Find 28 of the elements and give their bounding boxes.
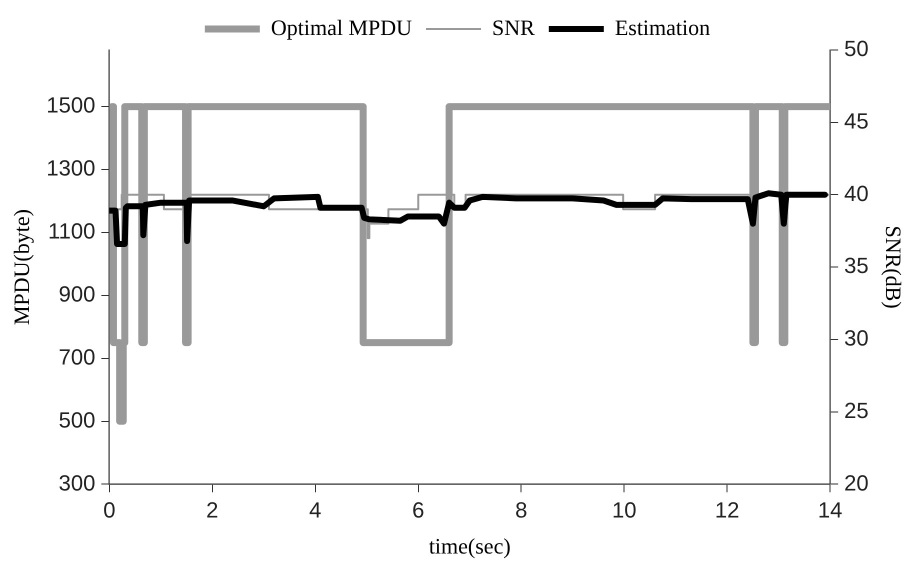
legend-label: SNR <box>492 14 536 40</box>
x-tick-label: 0 <box>103 497 116 522</box>
y-tick-label: 1100 <box>48 218 96 244</box>
y-tick-label: 1300 <box>46 156 96 181</box>
y2-axis-title: SNR(dB) <box>881 226 906 309</box>
y-tick-label: 500 <box>58 407 96 432</box>
y-tick-label: 1500 <box>46 92 96 118</box>
y2-tick-label: 20 <box>844 470 869 496</box>
y2-tick-label: 50 <box>844 36 869 62</box>
y2-tick-label: 25 <box>844 398 869 423</box>
y2-tick-label: 35 <box>844 253 869 278</box>
y2-tick-label: 30 <box>844 326 869 351</box>
x-tick-label: 10 <box>612 497 636 522</box>
y-tick-label: 300 <box>58 470 96 496</box>
x-tick-label: 6 <box>412 497 424 522</box>
x-tick-label: 12 <box>714 497 740 522</box>
x-tick-label: 14 <box>818 497 842 522</box>
y2-tick-label: 45 <box>844 108 869 134</box>
legend-label: Optimal MPDU <box>270 14 412 40</box>
x-tick-label: 2 <box>206 497 218 522</box>
y-axis-title: MPDU(byte) <box>8 209 34 326</box>
y-tick-label: 700 <box>58 344 96 370</box>
x-tick-label: 4 <box>309 497 322 522</box>
y2-tick-label: 40 <box>844 180 869 206</box>
x-tick-label: 8 <box>515 497 528 522</box>
y-tick-label: 900 <box>58 281 96 306</box>
x-axis-title: time(sec) <box>428 534 511 559</box>
legend-label: Estimation <box>614 14 710 40</box>
